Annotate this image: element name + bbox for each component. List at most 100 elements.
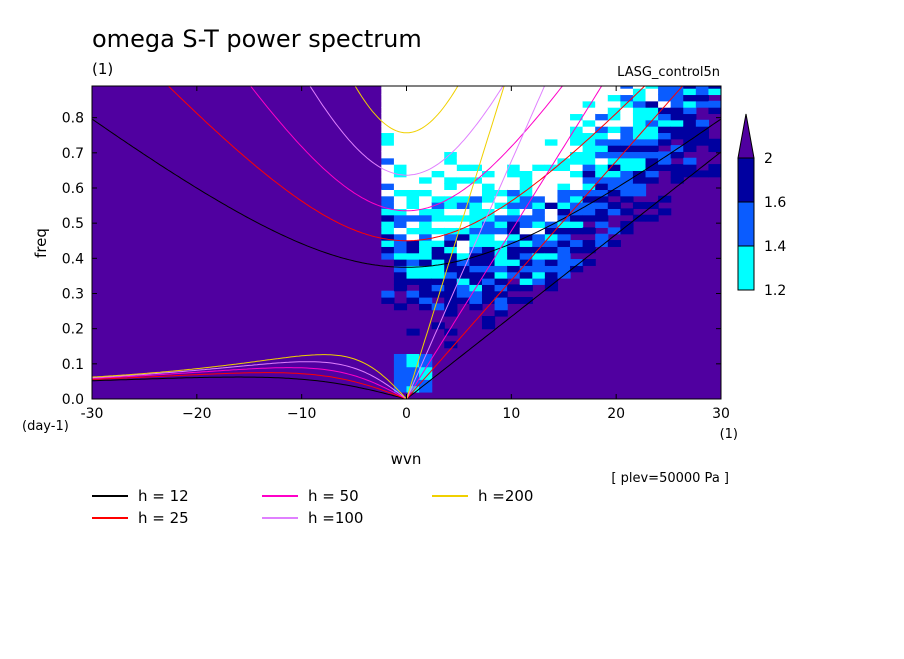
power-cell [494, 252, 508, 260]
power-cell [431, 227, 445, 235]
power-cell [419, 252, 433, 260]
power-cell [570, 164, 584, 172]
power-cell [431, 132, 445, 140]
power-cell [670, 94, 684, 102]
power-cell [595, 183, 609, 190]
power-cell [494, 259, 508, 266]
x-tick-label: 20 [607, 406, 625, 422]
chart-units: (1) [92, 60, 113, 78]
power-cell [406, 138, 420, 146]
power-cell [456, 126, 470, 134]
power-cell [544, 86, 559, 89]
colorbar-label: 1.2 [764, 283, 786, 299]
power-cell [406, 86, 420, 89]
x-tick-label: 30 [712, 406, 730, 422]
power-cell [456, 259, 470, 266]
power-cell [507, 107, 521, 115]
power-cell [607, 164, 621, 172]
power-cell [406, 208, 420, 216]
power-cell [582, 86, 596, 89]
power-cell [494, 126, 508, 134]
rossby-curve-h100 [92, 361, 407, 399]
power-cell [557, 113, 571, 121]
colorbar-arrow [737, 113, 755, 159]
power-cell [444, 297, 458, 304]
power-cell [507, 227, 521, 235]
power-cell [683, 86, 697, 89]
power-cell [607, 86, 621, 89]
power-cell [620, 94, 634, 102]
power-cell [444, 227, 458, 235]
power-cell [393, 240, 408, 247]
power-cell [381, 164, 395, 172]
power-cell [544, 170, 559, 178]
kelvin-curve-h200 [406, 86, 505, 399]
power-cell [721, 101, 734, 108]
power-cell [456, 119, 470, 127]
power-cell [406, 189, 420, 197]
power-cell [456, 271, 470, 279]
power-cell [444, 107, 458, 115]
power-cell [419, 107, 433, 115]
power-cell [481, 221, 496, 228]
power-cell [557, 86, 571, 89]
power-cell [469, 278, 483, 285]
power-cell [683, 157, 697, 165]
power-cell [607, 113, 621, 121]
power-cell [721, 126, 734, 133]
power-cell [456, 278, 470, 285]
power-cell [670, 132, 684, 140]
power-cell [456, 221, 470, 228]
power-cell [519, 164, 533, 172]
power-cell [444, 119, 458, 127]
power-cell [431, 183, 445, 190]
power-cell [494, 132, 508, 140]
power-cell [607, 208, 621, 216]
power-cell [632, 86, 647, 89]
power-cell [406, 360, 420, 368]
power-cell [532, 259, 546, 266]
power-cell [519, 100, 533, 108]
power-cell [645, 164, 659, 172]
power-cell [582, 100, 596, 108]
power-cell [381, 88, 395, 96]
power-cell [519, 145, 533, 153]
power-cell [469, 119, 483, 127]
colorbar: 2 1.6 1.4 1.2 [737, 113, 786, 299]
power-field [381, 86, 734, 393]
power-cell [444, 138, 458, 146]
power-cell [419, 221, 433, 228]
power-cell [393, 145, 408, 153]
power-cell [645, 176, 659, 184]
power-cell [481, 297, 496, 304]
rossby-curve-h12 [92, 376, 407, 399]
power-cell [519, 86, 533, 89]
power-cell [469, 246, 483, 254]
power-cell [381, 195, 395, 203]
chart-title: omega S-T power spectrum [92, 25, 422, 53]
power-cell [519, 94, 533, 102]
power-cell [419, 271, 433, 279]
power-cell [494, 221, 508, 228]
power-cell [595, 132, 609, 140]
power-cell [519, 170, 533, 178]
power-cell [557, 126, 571, 134]
power-cell [419, 113, 433, 121]
power-cell [481, 284, 496, 292]
y-tick-label: 0.6 [62, 181, 84, 197]
power-cell [481, 316, 496, 323]
power-cell [607, 88, 621, 96]
power-cell [406, 366, 420, 374]
power-cell [670, 107, 684, 115]
power-cell [607, 126, 621, 134]
power-cell [406, 233, 420, 241]
power-cell [456, 246, 470, 254]
gravity-curve-h25 [167, 86, 646, 242]
power-cell [406, 290, 420, 298]
power-cell [607, 145, 621, 153]
power-cell [595, 195, 609, 203]
power-cell [381, 221, 395, 228]
power-cell [544, 271, 559, 279]
power-cell [456, 183, 470, 190]
power-cell [406, 132, 420, 140]
